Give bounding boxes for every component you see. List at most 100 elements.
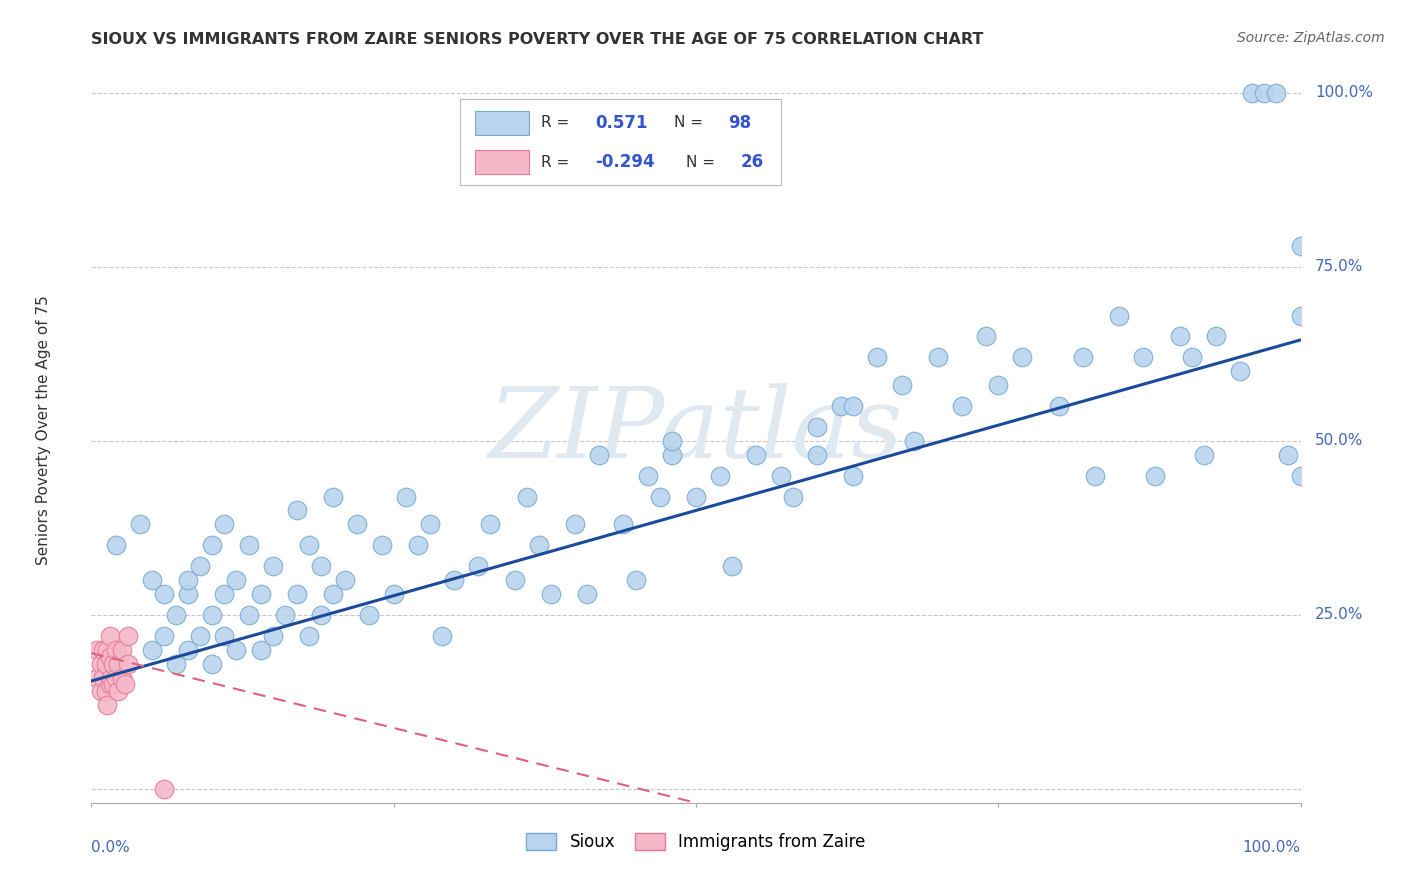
Point — [1132, 351, 1154, 365]
Point — [395, 490, 418, 504]
Point — [128, 517, 150, 532]
Point — [111, 642, 132, 657]
Point — [96, 642, 118, 657]
Text: 75.0%: 75.0% — [1315, 260, 1364, 275]
Point — [188, 629, 211, 643]
Point — [322, 490, 344, 504]
Point — [104, 538, 127, 552]
Point — [90, 684, 112, 698]
Text: ZIPatlas: ZIPatlas — [489, 383, 903, 478]
Point — [1289, 309, 1312, 323]
Point — [927, 351, 949, 365]
Text: SIOUX VS IMMIGRANTS FROM ZAIRE SENIORS POVERTY OVER THE AGE OF 75 CORRELATION CH: SIOUX VS IMMIGRANTS FROM ZAIRE SENIORS P… — [91, 32, 984, 47]
Point — [782, 490, 804, 504]
Point — [540, 587, 562, 601]
Point — [903, 434, 925, 448]
Point — [107, 657, 129, 671]
FancyBboxPatch shape — [475, 151, 529, 174]
Point — [430, 629, 453, 643]
Point — [117, 629, 139, 643]
Point — [1071, 351, 1094, 365]
Point — [238, 538, 260, 552]
Point — [1144, 468, 1167, 483]
Point — [225, 573, 247, 587]
Point — [842, 468, 865, 483]
Text: R =: R = — [541, 115, 574, 130]
Point — [298, 629, 321, 643]
Point — [467, 559, 489, 574]
Point — [309, 607, 332, 622]
Point — [309, 559, 332, 574]
Point — [298, 538, 321, 552]
Point — [576, 587, 599, 601]
Point — [201, 607, 224, 622]
Text: -0.294: -0.294 — [596, 153, 655, 171]
Point — [709, 468, 731, 483]
Point — [177, 587, 200, 601]
Text: N =: N = — [675, 115, 709, 130]
Point — [1181, 351, 1204, 365]
Point — [419, 517, 441, 532]
Point — [950, 399, 973, 413]
Text: 50.0%: 50.0% — [1315, 434, 1364, 449]
Point — [624, 573, 647, 587]
Point — [201, 657, 224, 671]
Point — [685, 490, 707, 504]
Point — [285, 503, 308, 517]
Point — [1265, 86, 1288, 100]
FancyBboxPatch shape — [460, 99, 780, 185]
Point — [201, 538, 224, 552]
Point — [769, 468, 792, 483]
Point — [1108, 309, 1130, 323]
Point — [101, 657, 124, 671]
Point — [1047, 399, 1070, 413]
Point — [1192, 448, 1215, 462]
Point — [90, 657, 112, 671]
Point — [274, 607, 297, 622]
Point — [370, 538, 392, 552]
Point — [842, 399, 865, 413]
Text: 0.571: 0.571 — [596, 114, 648, 132]
Point — [94, 684, 117, 698]
Point — [806, 420, 828, 434]
Point — [225, 642, 247, 657]
Text: 100.0%: 100.0% — [1315, 86, 1374, 100]
Text: 26: 26 — [741, 153, 763, 171]
Point — [830, 399, 852, 413]
Point — [1229, 364, 1251, 378]
Point — [141, 642, 163, 657]
Text: 98: 98 — [728, 114, 752, 132]
Point — [214, 517, 236, 532]
Point — [98, 649, 121, 664]
Text: 100.0%: 100.0% — [1243, 840, 1301, 855]
Point — [987, 378, 1010, 392]
Text: N =: N = — [686, 155, 720, 169]
Point — [165, 607, 187, 622]
Point — [322, 587, 344, 601]
Point — [214, 587, 236, 601]
Point — [890, 378, 912, 392]
Point — [153, 587, 176, 601]
Point — [104, 642, 127, 657]
Point — [443, 573, 465, 587]
Point — [214, 629, 236, 643]
Point — [100, 671, 122, 685]
Point — [359, 607, 381, 622]
Point — [1241, 86, 1264, 100]
Point — [648, 490, 671, 504]
Point — [98, 629, 121, 643]
Point — [516, 490, 538, 504]
Legend: Sioux, Immigrants from Zaire: Sioux, Immigrants from Zaire — [519, 826, 873, 858]
Point — [86, 671, 108, 685]
Point — [86, 642, 108, 657]
Point — [1289, 239, 1312, 253]
Point — [564, 517, 586, 532]
Point — [721, 559, 744, 574]
Text: Seniors Poverty Over the Age of 75: Seniors Poverty Over the Age of 75 — [35, 295, 51, 566]
Point — [93, 642, 115, 657]
FancyBboxPatch shape — [475, 111, 529, 135]
Point — [1011, 351, 1033, 365]
Point — [111, 671, 132, 685]
Point — [503, 573, 526, 587]
Point — [661, 448, 683, 462]
